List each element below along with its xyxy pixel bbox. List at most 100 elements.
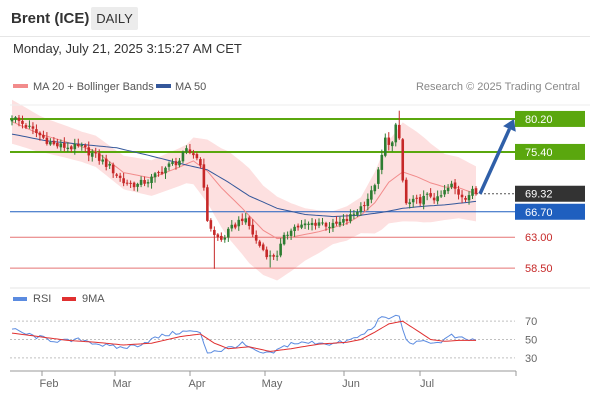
rsi-ma-line	[11, 320, 476, 352]
timeframe-badge[interactable]: DAILY	[91, 7, 138, 30]
candle-body	[209, 220, 213, 229]
candle-body	[188, 149, 192, 153]
ma50-legend-swatch	[156, 84, 171, 88]
candle-body	[258, 241, 261, 246]
resistance-label-80.20: 80.20	[525, 114, 553, 126]
candle-body	[370, 190, 373, 200]
candle-body	[10, 119, 14, 122]
candle-body	[317, 222, 321, 226]
candle-body	[73, 143, 77, 150]
candle-body	[244, 218, 248, 223]
candle-body	[216, 234, 220, 238]
candle-body	[157, 172, 160, 174]
candle-body	[254, 235, 258, 241]
candle-body	[404, 179, 408, 204]
candle-body	[230, 224, 234, 229]
rsi-legend-label: RSI	[33, 293, 51, 305]
candle-body	[293, 226, 296, 232]
projection-arrow-head	[503, 118, 516, 132]
candle-body	[363, 205, 366, 207]
candle-body	[199, 159, 202, 166]
candle-body	[328, 226, 331, 228]
candle-body	[331, 222, 335, 229]
candle-body	[49, 141, 52, 145]
candle-body	[220, 235, 223, 240]
candle-body	[401, 139, 405, 181]
candle-body	[28, 125, 31, 127]
candle-body	[66, 147, 70, 149]
candle-body	[195, 154, 199, 159]
candle-body	[394, 124, 398, 143]
x-tick-label-Feb: Feb	[40, 378, 59, 390]
candle-body	[59, 143, 63, 148]
current-price-label-box	[515, 185, 585, 202]
instrument-title: Brent (ICE)	[11, 10, 90, 27]
support-label-66.70: 66.70	[525, 207, 553, 219]
support-label-63.00: 63.00	[525, 232, 553, 244]
rsi-legend-swatch	[13, 297, 27, 301]
candle-body	[202, 164, 206, 188]
ma50-line	[11, 133, 477, 218]
x-tick-label-Apr: Apr	[188, 378, 205, 390]
candle-body	[471, 188, 474, 196]
candle-body	[56, 142, 59, 147]
candle-body	[227, 228, 230, 238]
candle-body	[377, 169, 380, 184]
chart-header: Brent (ICE) DAILY	[0, 0, 590, 37]
candle-body	[63, 142, 66, 148]
candle-body	[237, 219, 241, 227]
candle-body	[383, 137, 387, 156]
x-tick-label-Mar: Mar	[113, 378, 132, 390]
candle-body	[436, 196, 439, 202]
candle-body	[349, 214, 352, 222]
candle-body	[14, 117, 17, 120]
candle-body	[35, 129, 38, 134]
candle-body	[464, 197, 467, 200]
candle-body	[338, 221, 342, 225]
projection-arrow	[478, 118, 516, 195]
candle-body	[432, 197, 436, 201]
candle-body	[24, 125, 28, 128]
candle-body	[247, 217, 251, 226]
candle-body	[373, 185, 377, 192]
rsi-legend: RSI 9MA	[13, 293, 105, 305]
candle-body	[265, 249, 268, 258]
candle-body	[275, 255, 279, 257]
candle-body	[139, 179, 143, 185]
candle-body	[321, 222, 324, 224]
candle-body	[31, 126, 35, 129]
candle-body	[136, 183, 139, 187]
candle-body	[70, 146, 73, 150]
candle-body	[122, 178, 125, 184]
candle-body	[192, 153, 195, 156]
candle-body	[76, 144, 80, 147]
chart-frame	[10, 104, 590, 289]
candle-body	[457, 189, 460, 195]
candle-body	[233, 224, 237, 228]
price-levels	[10, 117, 515, 269]
candle-body	[146, 182, 150, 184]
candle-body	[282, 234, 286, 245]
candle-body	[104, 158, 108, 167]
x-tick-label-Jun: Jun	[342, 378, 360, 390]
candle-body	[223, 237, 227, 240]
candle-body	[115, 174, 118, 176]
candle-body	[80, 145, 84, 147]
candle-body	[460, 194, 464, 198]
candle-body	[150, 176, 153, 183]
candle-body	[408, 202, 412, 205]
candle-body	[213, 229, 216, 235]
x-axis: Feb Mar Apr May Jun Jul	[10, 370, 517, 390]
candle-body	[108, 163, 111, 166]
candle-body	[52, 140, 56, 145]
ma20-legend-swatch	[13, 84, 28, 88]
candle-body	[335, 221, 338, 224]
level-labels: 80.20 75.40 69.32 66.70 63.00 58.50	[515, 110, 585, 275]
candlesticks	[10, 110, 478, 269]
candle-body	[97, 153, 101, 161]
candle-body	[443, 190, 446, 195]
candle-body	[132, 182, 136, 188]
candle-body	[261, 244, 265, 250]
candle-body	[171, 162, 174, 164]
candle-body	[272, 255, 275, 257]
